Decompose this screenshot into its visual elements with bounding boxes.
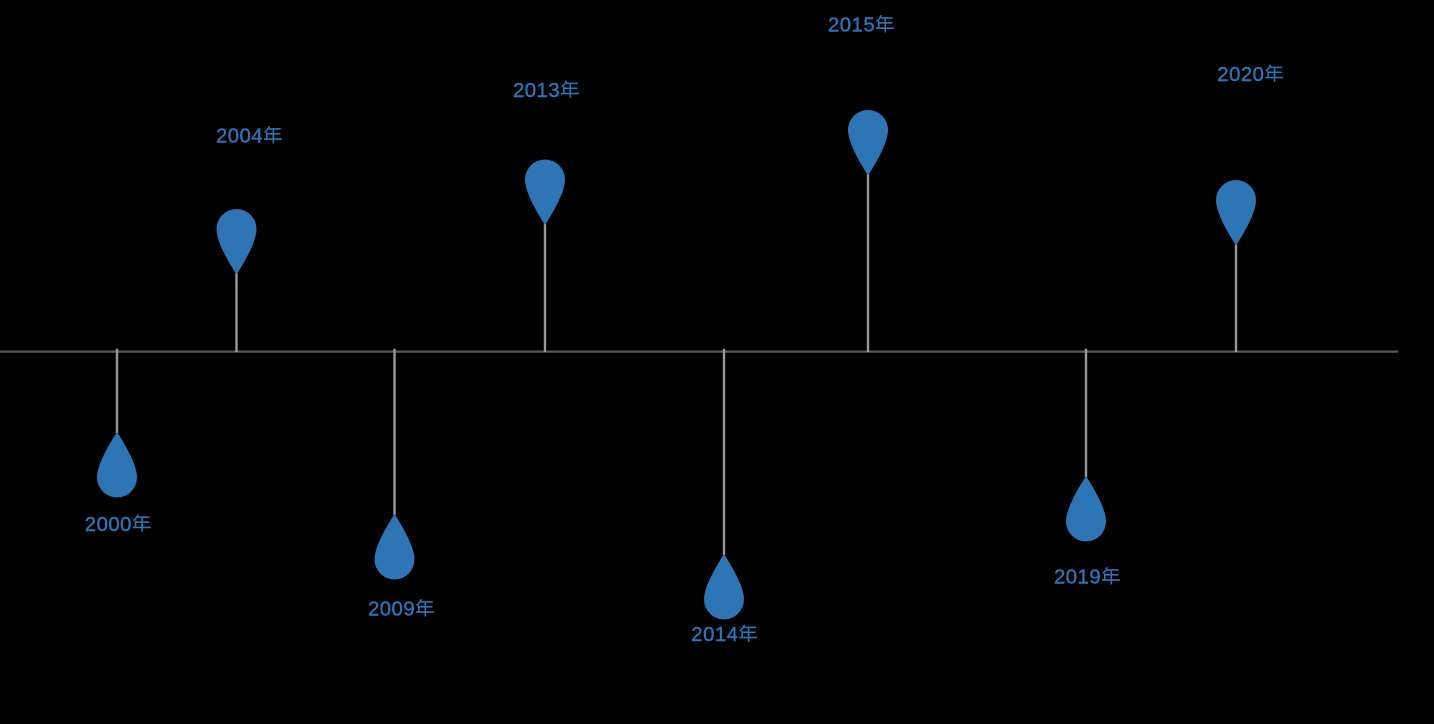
- svg-text:2013: 2013: [513, 80, 560, 102]
- svg-text:2019: 2019: [1054, 567, 1101, 589]
- svg-text:2009: 2009: [368, 599, 415, 621]
- svg-text:2014: 2014: [691, 624, 738, 646]
- svg-text:2015: 2015: [828, 15, 875, 37]
- svg-text:2020: 2020: [1217, 64, 1264, 86]
- svg-text:2000: 2000: [85, 514, 132, 536]
- svg-text:2004: 2004: [216, 126, 263, 148]
